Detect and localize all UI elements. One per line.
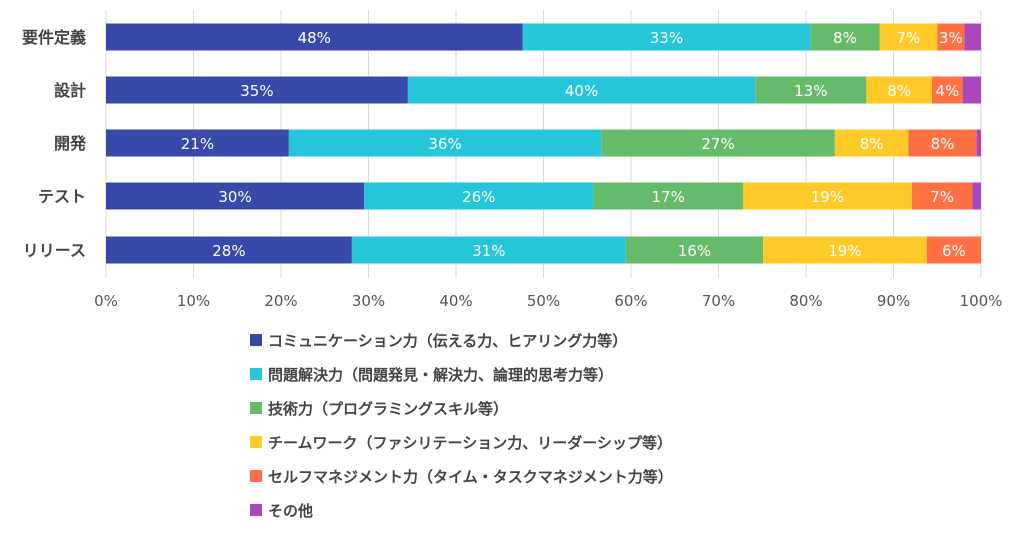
- bar-segment: [866, 76, 932, 104]
- bar-segment: [351, 236, 626, 264]
- data-label: 17%: [652, 188, 685, 206]
- category-label: リリース: [23, 241, 86, 260]
- bar-segment: [879, 23, 938, 51]
- bar-segment: [962, 76, 981, 104]
- data-label: 8%: [833, 29, 857, 47]
- legend-swatch: [250, 368, 262, 380]
- data-label: 35%: [240, 82, 273, 100]
- bar-segment: [288, 129, 602, 157]
- data-label: 8%: [931, 135, 955, 153]
- bar-segment: [601, 129, 835, 157]
- legend-swatch: [250, 334, 262, 346]
- category-label: 要件定義: [22, 28, 86, 47]
- data-label: 13%: [794, 82, 827, 100]
- bar-segment: [625, 236, 764, 264]
- bar-segment: [834, 129, 909, 157]
- x-tick-label: 90%: [877, 292, 910, 310]
- bar-segment: [976, 129, 981, 157]
- bar-segment: [364, 182, 594, 210]
- data-label: 21%: [181, 135, 214, 153]
- bar-segment: [407, 76, 756, 104]
- data-label: 26%: [462, 188, 495, 206]
- bar-segment: [106, 76, 408, 104]
- x-tick-label: 60%: [614, 292, 647, 310]
- data-label: 19%: [828, 242, 861, 260]
- bar-segment: [106, 23, 523, 51]
- x-tick-label: 80%: [789, 292, 822, 310]
- x-tick-label: 10%: [177, 292, 210, 310]
- bar-segment: [926, 236, 981, 264]
- legend: コミュニケーション力（伝える力、ヒアリング力等） 問題解決力（問題発見・解決力、論…: [250, 332, 673, 520]
- data-label: 33%: [650, 29, 683, 47]
- x-tick-label: 20%: [264, 292, 297, 310]
- bar-segment: [964, 23, 981, 51]
- category-label: 開発: [54, 134, 87, 153]
- bars: 48% 33% 8% 7% 3% 35% 40% 13% 8% 4% 21% 36% 27% 8% 8% 30…: [106, 23, 981, 264]
- data-label: 48%: [298, 29, 331, 47]
- data-label: 30%: [218, 188, 251, 206]
- legend-swatch: [250, 470, 262, 482]
- legend-label: セルフマネジメント力（タイム・タスクマネジメント力等）: [268, 468, 673, 486]
- bar-segment: [810, 23, 880, 51]
- bar-segment: [908, 129, 977, 157]
- data-label: 31%: [472, 242, 505, 260]
- data-label: 6%: [942, 242, 966, 260]
- x-tick-label: 40%: [439, 292, 472, 310]
- data-label: 8%: [887, 82, 911, 100]
- legend-swatch: [250, 402, 262, 414]
- data-label: 7%: [896, 29, 920, 47]
- x-tick-label: 0%: [94, 292, 118, 310]
- legend-label: チームワーク（ファシリテーション力、リーダーシップ等）: [268, 434, 672, 452]
- bar-segment: [106, 129, 289, 157]
- bar-segment: [593, 182, 743, 210]
- legend-label: コミュニケーション力（伝える力、ヒアリング力等）: [268, 332, 627, 350]
- x-tick-label: 70%: [702, 292, 735, 310]
- legend-label: 技術力（プログラミングスキル等）: [268, 400, 508, 418]
- x-tick-label: 100%: [960, 292, 1003, 310]
- bar-segment: [755, 76, 867, 104]
- data-label: 36%: [428, 135, 461, 153]
- data-label: 40%: [565, 82, 598, 100]
- category-label: テスト: [38, 187, 86, 206]
- legend-swatch: [250, 436, 262, 448]
- data-label: 8%: [860, 135, 884, 153]
- data-label: 27%: [701, 135, 734, 153]
- bar-segment: [937, 23, 965, 51]
- bar-segment: [106, 182, 365, 210]
- bar-segment: [743, 182, 912, 210]
- category-label: 設計: [54, 81, 86, 100]
- x-tick-labels: 0% 10% 20% 30% 40% 50% 60% 70% 80% 90% 100%: [94, 292, 1002, 310]
- data-label: 4%: [935, 82, 959, 100]
- bar-segment: [106, 236, 352, 264]
- x-tick-label: 30%: [352, 292, 385, 310]
- bar-segment: [522, 23, 811, 51]
- legend-swatch: [250, 504, 262, 516]
- legend-label: 問題解決力（問題発見・解決力、論理的思考力等）: [268, 366, 613, 384]
- data-label: 7%: [930, 188, 954, 206]
- x-tick-label: 50%: [527, 292, 560, 310]
- bar-segment: [972, 182, 981, 210]
- data-label: 28%: [212, 242, 245, 260]
- data-label: 3%: [939, 29, 963, 47]
- data-label: 19%: [811, 188, 844, 206]
- data-label: 16%: [678, 242, 711, 260]
- bar-segment: [911, 182, 973, 210]
- bar-segment: [932, 76, 963, 104]
- legend-label: その他: [268, 502, 313, 520]
- bar-segment: [763, 236, 927, 264]
